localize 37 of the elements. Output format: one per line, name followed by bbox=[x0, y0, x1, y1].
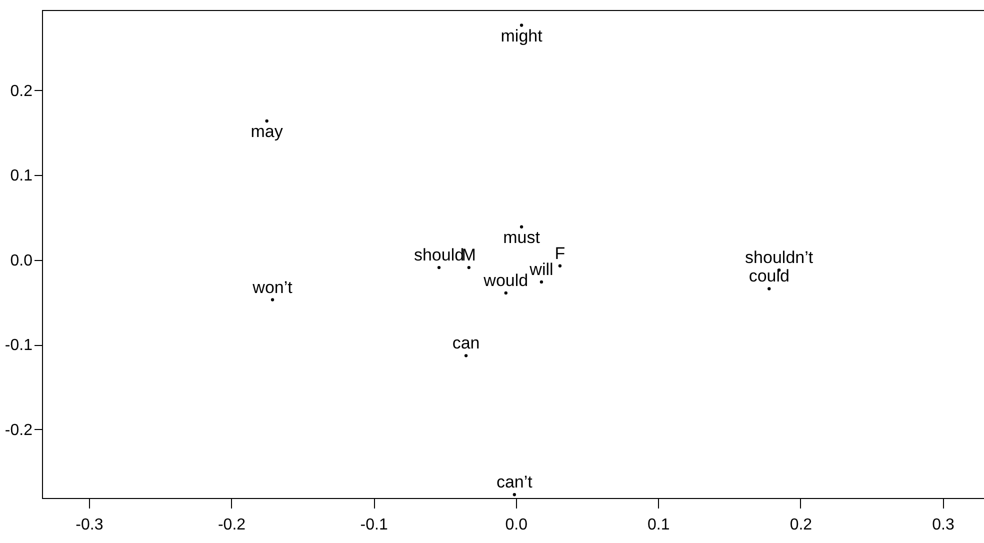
x-tick-label: 0.0 bbox=[505, 516, 528, 534]
point bbox=[540, 280, 544, 284]
series-label: can bbox=[452, 334, 480, 353]
x-tick-label: -0.3 bbox=[76, 516, 104, 534]
point bbox=[504, 291, 508, 295]
x-tick-label: -0.2 bbox=[218, 516, 246, 534]
x-tick-label: 0.3 bbox=[932, 516, 954, 534]
point bbox=[270, 298, 274, 302]
point bbox=[520, 24, 524, 27]
y-tick-label: 0.0 bbox=[10, 252, 33, 270]
x-tick-label: 0.2 bbox=[790, 516, 812, 534]
point bbox=[520, 225, 524, 228]
y-tick-label: -0.1 bbox=[4, 337, 33, 354]
series-label: M bbox=[462, 246, 476, 265]
x-tick-label: 0.1 bbox=[648, 516, 670, 534]
series-label: may bbox=[250, 122, 284, 141]
point bbox=[512, 493, 516, 496]
point bbox=[265, 119, 268, 123]
point bbox=[467, 266, 470, 270]
series-label: would bbox=[482, 270, 528, 290]
y-tick-label: 0.2 bbox=[10, 82, 33, 100]
series-label: could bbox=[748, 266, 790, 286]
series-label: must bbox=[503, 228, 540, 247]
point bbox=[558, 264, 562, 268]
series-label: will bbox=[528, 260, 554, 279]
point bbox=[464, 354, 468, 358]
series-label: won’t bbox=[252, 278, 293, 297]
y-tick-label: -0.2 bbox=[4, 422, 33, 439]
series-label: F bbox=[554, 244, 566, 263]
series-label: shouldn’t bbox=[745, 248, 814, 268]
point bbox=[768, 287, 771, 290]
series-label: might bbox=[500, 26, 543, 46]
series-label: can’t bbox=[496, 472, 533, 492]
y-tick-label: 0.1 bbox=[10, 168, 33, 185]
series-label: should bbox=[414, 246, 464, 265]
x-tick-label: -0.1 bbox=[360, 516, 388, 534]
point bbox=[437, 266, 441, 270]
